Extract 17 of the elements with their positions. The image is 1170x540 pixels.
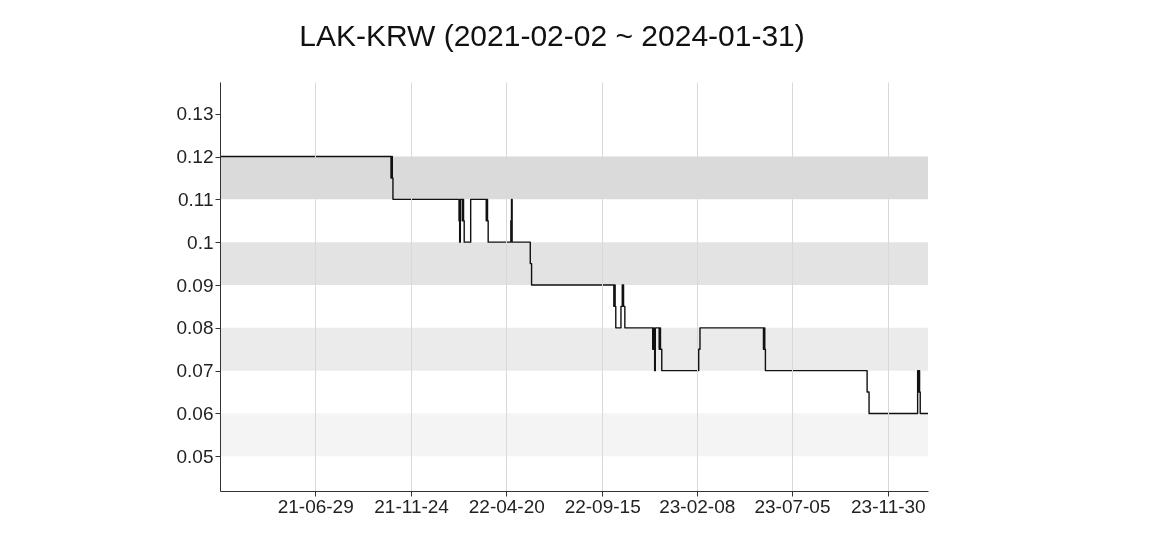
y-tick-label: 0.09 <box>176 274 214 296</box>
y-tick-label: 0.06 <box>176 402 214 424</box>
x-tick-label: 21-06-29 <box>277 495 354 517</box>
y-tick-label: 0.08 <box>176 317 214 339</box>
x-tick-label: 21-11-24 <box>374 495 450 517</box>
y-tick-label: 0.13 <box>176 103 214 125</box>
y-tick-label: 0.05 <box>176 445 214 467</box>
y-tick-label: 0.11 <box>177 188 214 210</box>
x-tick-label: 23-07-05 <box>754 495 831 517</box>
y-tick-label: 0.12 <box>176 146 214 168</box>
x-tick-label: 22-09-15 <box>564 495 641 517</box>
x-tick-label: 22-04-20 <box>468 495 545 517</box>
y-tick-label: 0.07 <box>176 360 214 382</box>
y-tick-label: 0.1 <box>187 231 214 253</box>
x-tick-label: 23-02-08 <box>659 495 736 517</box>
x-tick-label: 23-11-30 <box>851 495 926 517</box>
chart-title: LAK-KRW (2021-02-02 ~ 2024-01-31) <box>299 19 805 52</box>
